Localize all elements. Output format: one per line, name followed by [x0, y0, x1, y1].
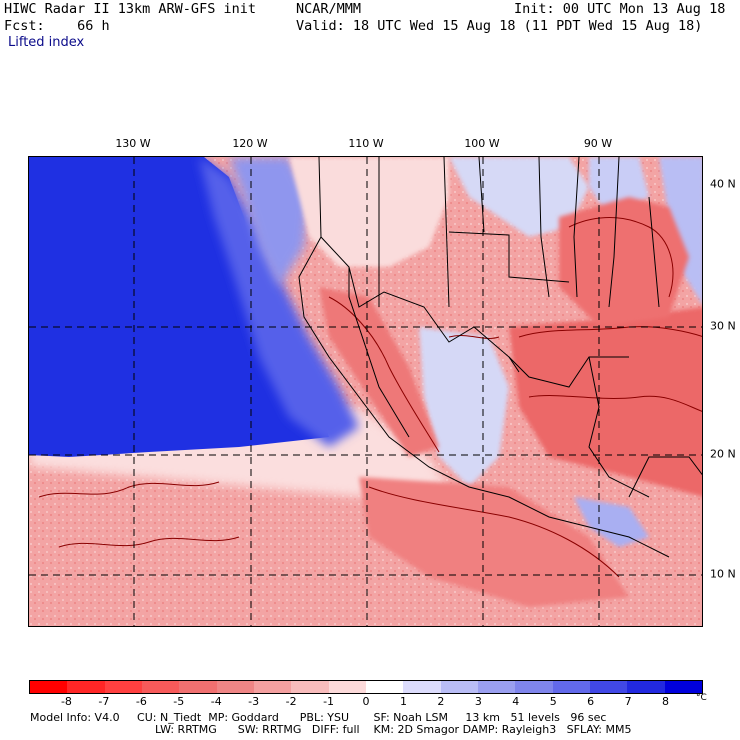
sierra-madre-unstable — [319, 287, 439, 457]
colorbar-tick-label: 2 — [437, 695, 445, 708]
stable-pacific — [29, 157, 329, 457]
colorbar-swatch — [141, 681, 180, 693]
stable-pacific-edge — [199, 157, 359, 447]
colorbar-tick-label: 5 — [549, 695, 557, 708]
colorbar-swatch — [216, 681, 254, 693]
west-us-pale — [289, 157, 449, 267]
colorbar-tick-label: 3 — [474, 695, 482, 708]
colorbar-tick-label: 6 — [587, 695, 595, 708]
mexico-plateau-stable — [419, 327, 509, 487]
colorbar-swatch — [328, 681, 366, 693]
colorbar-tick-label: -2 — [285, 695, 297, 708]
gulf-unstable — [509, 307, 702, 497]
colorbar-swatch — [67, 681, 105, 693]
colorbar-swatch — [104, 681, 142, 693]
field-name: Lifted index — [8, 35, 85, 50]
forecast-hour: Fcst: 66 h — [4, 18, 110, 34]
colorbar-swatch — [291, 681, 329, 693]
lon-label-120w: 120 W — [232, 137, 268, 150]
colorbar-tick-label: -6 — [135, 695, 147, 708]
lon-label-100w: 100 W — [464, 137, 500, 150]
lat-label-10n: 10 N — [710, 567, 736, 581]
colorbar-tick-label: -1 — [323, 695, 335, 708]
lat-label-40n: 40 N — [710, 177, 736, 191]
lon-label-130w: 130 W — [115, 137, 151, 150]
model-info-line2: LW: RRTMG SW: RRTMG DIFF: full KM: 2D Sm… — [155, 723, 632, 736]
stable-coast-fringe — [229, 157, 309, 287]
valid-time: Valid: 18 UTC Wed 15 Aug 18 (11 PDT Wed … — [296, 18, 703, 34]
colorbar-swatch — [403, 681, 441, 693]
colorbar-unit: °C — [696, 693, 707, 703]
model-title: HIWC Radar II 13km ARW-GFS init — [4, 1, 256, 17]
colorbar-swatch — [477, 681, 516, 693]
colorbar-tick-label: 8 — [662, 695, 670, 708]
colorbar-tick-label: 7 — [624, 695, 632, 708]
colorbar-tick-label: -7 — [98, 695, 110, 708]
model-info-line1: Model Info: V4.0 CU: N_Tiedt MP: Goddard… — [30, 711, 607, 724]
lat-label-20n: 20 N — [710, 447, 736, 461]
lat-label-30n: 30 N — [710, 319, 736, 333]
colorbar-tick-label: -8 — [60, 695, 72, 708]
lon-label-110w: 110 W — [348, 137, 384, 150]
lifted-index-map — [28, 156, 703, 627]
colorbar-tick-label: -4 — [210, 695, 222, 708]
colorbar-swatch — [179, 681, 217, 693]
colorbar-swatch — [30, 681, 68, 693]
great-plains-stable — [449, 157, 589, 237]
contour-lines — [38, 217, 702, 578]
central-america-stable — [574, 497, 649, 547]
lon-label-90w: 90 W — [583, 137, 613, 150]
colorbar-swatch — [253, 681, 292, 693]
colorbar-tick-label: 0 — [362, 695, 370, 708]
init-time: Init: 00 UTC Mon 13 Aug 18 — [514, 1, 726, 17]
colorbar-swatch — [627, 681, 665, 693]
colorbar-tick-label: 4 — [512, 695, 520, 708]
colorbar-swatch — [664, 681, 702, 693]
colorbar-swatch — [589, 681, 628, 693]
colorbar-swatch — [440, 681, 478, 693]
graticule — [29, 157, 702, 626]
southeast-us-unstable — [559, 197, 689, 327]
colorbar-swatch — [552, 681, 590, 693]
colorbar-tick-label: -5 — [173, 695, 185, 708]
colorbar-swatch — [515, 681, 553, 693]
center-name: NCAR/MMM — [296, 1, 362, 17]
colorbar — [29, 680, 703, 694]
colorbar-tick-label: 1 — [399, 695, 407, 708]
colorbar-swatch — [365, 681, 404, 693]
colorbar-tick-label: -3 — [248, 695, 260, 708]
northeast-stable — [659, 157, 702, 304]
